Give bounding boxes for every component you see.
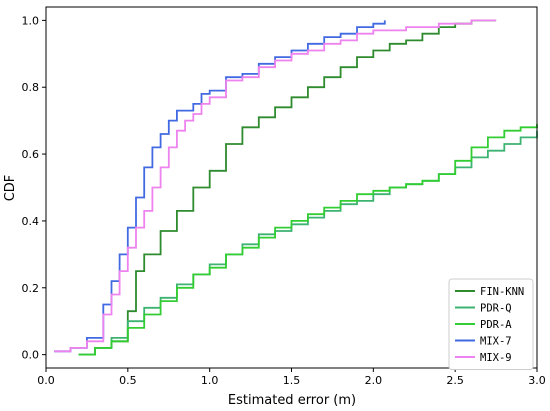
y-tick-label: 0.6 <box>22 148 40 161</box>
series-line-pdr-a <box>78 124 538 356</box>
x-tick-label: 0.5 <box>119 374 137 387</box>
legend-label: MIX-9 <box>480 352 512 364</box>
y-axis-title: CDF <box>3 175 18 202</box>
y-axis-ticks: 0.0 0.2 0.4 0.6 0.8 1.0 <box>22 14 46 362</box>
y-tick-label: 0.8 <box>22 81 40 94</box>
legend-label: MIX-7 <box>480 336 512 348</box>
x-tick-label: 1.5 <box>283 374 301 387</box>
series-line-mix-9 <box>54 19 497 353</box>
legend-label: PDR-Q <box>480 303 512 315</box>
legend-label: FIN-KNN <box>480 286 524 298</box>
y-tick-label: 0.2 <box>22 282 40 295</box>
legend-label: PDR-A <box>480 319 512 331</box>
series-line-fin-knn <box>78 19 497 356</box>
legend-box <box>448 278 534 370</box>
y-tick-label: 0.0 <box>22 349 40 362</box>
x-tick-label: 2.0 <box>365 374 383 387</box>
series-line-mix-7 <box>54 20 386 353</box>
x-axis-title: Estimated error (m) <box>228 393 356 408</box>
x-tick-label: 3.0 <box>528 374 546 387</box>
series-lines <box>54 19 538 356</box>
x-tick-label: 0.0 <box>37 374 55 387</box>
y-tick-label: 0.4 <box>22 215 40 228</box>
y-tick-label: 1.0 <box>22 14 40 27</box>
x-tick-label: 1.0 <box>201 374 219 387</box>
legend: FIN-KNN PDR-Q PDR-A MIX-7 MIX-9 <box>448 278 534 370</box>
x-tick-label: 2.5 <box>446 374 464 387</box>
x-axis-ticks: 0.0 0.5 1.0 1.5 2.0 2.5 3.0 <box>37 368 546 387</box>
